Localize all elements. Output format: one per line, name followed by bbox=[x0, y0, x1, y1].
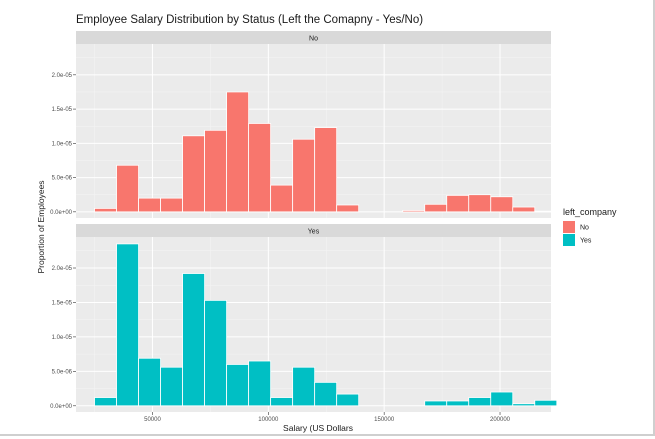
legend-label: Yes bbox=[580, 238, 592, 245]
histogram-bar bbox=[292, 138, 316, 213]
y-tick-label: 1.0e-05 bbox=[52, 335, 73, 341]
histogram-bar bbox=[446, 194, 470, 213]
y-tick-label: 1.0e-05 bbox=[52, 141, 73, 147]
legend-entries: No Yes bbox=[563, 221, 592, 246]
histogram-bar bbox=[292, 366, 316, 407]
histogram-bar bbox=[424, 400, 448, 407]
legend: left_company No Yes bbox=[563, 207, 617, 246]
facet-strip-label: Yes bbox=[308, 229, 320, 236]
histogram-bar bbox=[226, 364, 250, 407]
histogram-bar bbox=[160, 197, 183, 213]
legend-entry-no: No bbox=[563, 221, 589, 233]
chart-title: Employee Salary Distribution by Status (… bbox=[76, 14, 423, 26]
facet-panels: No0.0e+005.0e-061.0e-051.5e-052.0e-05Yes… bbox=[50, 31, 558, 423]
histogram-bar bbox=[468, 194, 492, 213]
y-tick-label: 0.0e+00 bbox=[50, 404, 73, 410]
histogram-bar bbox=[182, 273, 205, 407]
histogram-bar bbox=[534, 210, 558, 213]
histogram-bar bbox=[138, 197, 161, 213]
histogram-bar bbox=[248, 360, 272, 407]
y-tick-label: 1.5e-05 bbox=[52, 300, 73, 306]
y-tick-label: 2.0e-05 bbox=[52, 73, 73, 79]
x-axis-title: Salary (US Dollars bbox=[283, 423, 353, 433]
histogram-bar bbox=[490, 196, 514, 213]
y-tick-label: 0.0e+00 bbox=[50, 210, 73, 216]
histogram-bar bbox=[160, 366, 183, 407]
legend-swatch bbox=[563, 221, 575, 233]
x-tick-label: 50000 bbox=[144, 417, 161, 423]
histogram-bar bbox=[490, 391, 514, 407]
histogram-bar bbox=[314, 127, 338, 213]
legend-label: No bbox=[580, 225, 589, 232]
histogram-bar bbox=[116, 243, 139, 407]
facet-strip-label: No bbox=[309, 36, 318, 43]
y-tick-label: 1.5e-05 bbox=[52, 107, 73, 113]
facet-panel-no: No 0.0e+00 5.0e-06 1.0e-05 1.5e-05 2.0e-05 bbox=[50, 31, 558, 218]
histogram-bar bbox=[94, 397, 117, 407]
x-tick-label: 150000 bbox=[374, 417, 395, 423]
histogram-bar bbox=[314, 381, 338, 407]
y-axis-title: Proportion of Employees bbox=[36, 180, 46, 273]
x-tick-label: 100000 bbox=[258, 417, 279, 423]
histogram-bar bbox=[446, 400, 470, 407]
histogram-bar bbox=[226, 91, 250, 213]
facet-strip bbox=[76, 224, 551, 237]
histogram-bar bbox=[336, 204, 360, 213]
histogram-bar bbox=[248, 123, 272, 213]
x-axis: 50000 100000 150000 200000 bbox=[144, 412, 511, 423]
y-tick-label: 2.0e-05 bbox=[52, 266, 73, 272]
facet-panel-yes: Yes 0.0e+00 5.0e-06 1.0e-05 1.5e-05 2.0e-05 bbox=[50, 224, 558, 412]
legend-title: left_company bbox=[563, 207, 617, 217]
legend-swatch bbox=[563, 234, 575, 246]
histogram-bar bbox=[94, 208, 117, 213]
histogram-bar bbox=[534, 399, 558, 407]
histogram-bar bbox=[204, 299, 228, 407]
histogram-bar bbox=[512, 403, 536, 407]
y-tick-label: 5.0e-06 bbox=[52, 369, 73, 375]
legend-entry-yes: Yes bbox=[563, 234, 592, 246]
histogram-bar bbox=[512, 206, 536, 213]
y-tick-label: 5.0e-06 bbox=[52, 176, 73, 182]
histogram-bar bbox=[336, 393, 360, 407]
facet-strip bbox=[76, 31, 551, 44]
x-tick-label: 200000 bbox=[490, 417, 511, 423]
histogram-bar bbox=[270, 397, 294, 407]
histogram-bar bbox=[402, 210, 426, 213]
histogram-bar bbox=[116, 164, 139, 213]
histogram-bar bbox=[138, 357, 161, 407]
histogram-bar bbox=[424, 203, 448, 213]
histogram-bar bbox=[270, 184, 294, 213]
histogram-bar bbox=[468, 397, 492, 407]
histogram-bar bbox=[204, 129, 228, 213]
histogram-bar bbox=[182, 135, 205, 213]
